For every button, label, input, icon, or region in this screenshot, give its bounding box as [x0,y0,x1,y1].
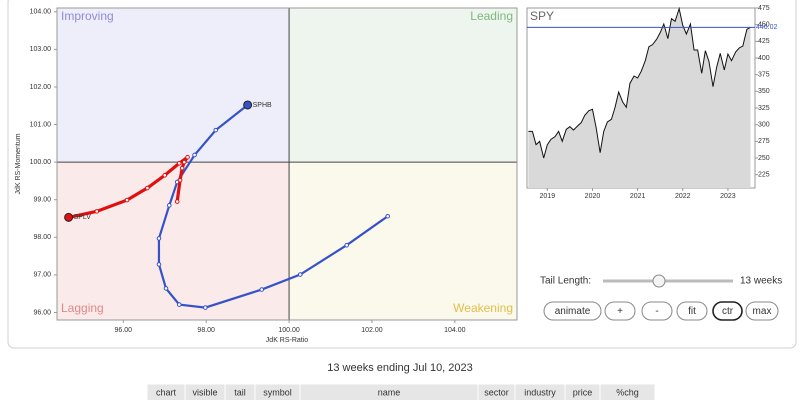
control-button[interactable] [641,301,673,321]
control-button-label[interactable]: animate [555,306,591,317]
tail-point [174,199,180,204]
control-button[interactable] [604,301,636,321]
tail-point [124,197,130,203]
tail-point [156,236,162,241]
table-header[interactable]: symbol [263,387,292,397]
quadrant-label: Improving [61,9,114,23]
control-button[interactable] [745,301,779,321]
table-header[interactable]: industry [524,387,556,397]
tail-point [213,127,219,133]
x-tick-label: 2020 [585,193,601,200]
mini-chart-title: SPY [530,9,554,23]
quadrant-label: Lagging [61,301,104,315]
x-tick-label: 96.00 [115,327,133,334]
tail-length-value: 13 weeks [740,276,782,287]
price-area [528,8,751,188]
y-tick-label: 375 [758,72,770,79]
tail-point [385,213,391,219]
y-tick-label: 97.00 [33,272,51,279]
quadrant [289,162,517,320]
table-header[interactable]: price [573,387,593,397]
control-button-label[interactable]: ctr [722,306,734,317]
x-axis-label: JdK RS-Ratio [266,337,309,344]
tail-point [259,287,265,292]
y-tick-label: 96.00 [33,309,51,316]
y-tick-label: 104.00 [30,9,52,16]
x-tick-label: 2019 [540,193,556,200]
tail-point [176,302,182,307]
tail-point [192,152,197,158]
x-tick-label: 104.00 [444,327,466,334]
y-tick-label: 101.00 [30,121,52,128]
table-header[interactable]: chart [156,387,177,397]
y-tick-label: 100.00 [30,159,52,166]
y-tick-label: 250 [758,155,770,162]
table-header[interactable]: %chg [616,387,639,397]
y-tick-label: 99.00 [33,197,51,204]
table-header[interactable]: visible [192,387,217,397]
table-header[interactable]: tail [234,387,246,397]
y-tick-label: 425 [758,38,770,45]
tail-point [177,177,183,183]
y-tick-label: 400 [758,55,770,62]
x-tick-label: 100.00 [278,327,300,334]
x-tick-label: 2022 [675,193,691,200]
y-tick-label: 103.00 [30,46,52,53]
y-tick-label: 325 [758,105,770,112]
x-tick-label: 2023 [720,193,736,200]
series-label: SPHB [253,102,272,109]
y-tick-label: 475 [758,5,770,12]
quadrant-label: Weakening [453,301,513,315]
tail-point [94,209,100,214]
control-button[interactable] [543,301,602,321]
x-tick-label: 102.00 [361,327,383,334]
tail-head [243,100,253,110]
y-tick-label: 300 [758,122,770,129]
table-header[interactable]: name [378,387,401,397]
last-value-label: 446.02 [756,24,778,31]
tail-line [157,104,389,309]
tail-point [181,159,187,165]
slider-knob[interactable] [652,274,666,288]
control-button-label[interactable]: + [617,306,623,317]
x-tick-label: 2021 [630,193,646,200]
control-button-label[interactable]: fit [688,306,696,317]
y-tick-label: 450 [758,22,770,29]
price-line [528,6,751,159]
y-tick-label: 225 [758,172,770,179]
tail-point [145,185,150,191]
tail-point [297,272,303,277]
tail-point [179,165,185,171]
y-axis-label: JdK RS-Momentum [15,133,22,194]
quadrant [289,8,517,163]
tail-point [167,203,172,208]
y-tick-label: 275 [758,138,770,145]
tail-point [163,286,169,291]
quadrant [57,8,290,163]
control-button-label[interactable]: max [753,306,772,317]
caption: 13 weeks ending Jul 10, 2023 [327,362,473,374]
tail-point [162,172,168,178]
y-tick-label: 98.00 [33,234,51,241]
plot-frame [56,7,518,321]
table-header-cell[interactable] [599,383,656,400]
quadrant-label: Leading [470,9,513,23]
control-button-label[interactable]: - [655,306,658,317]
control-button[interactable] [712,301,743,321]
tail-point [185,154,190,160]
tail-point [156,262,162,267]
control-button[interactable] [676,301,708,321]
tail-point [203,305,208,310]
x-tick-label: 98.00 [197,327,215,334]
series-label: SPLV [74,214,92,221]
tail-length-label: Tail Length: [540,276,591,287]
table-header[interactable]: sector [484,387,509,397]
tail-head [64,212,74,222]
y-tick-label: 102.00 [30,84,52,91]
y-tick-label: 350 [758,88,770,95]
tail-point [344,242,349,248]
tail-point [176,160,182,166]
